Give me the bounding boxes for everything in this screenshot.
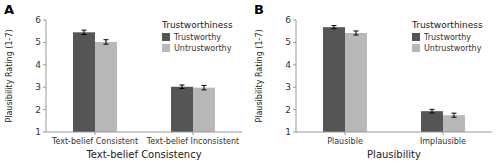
y-tick-label: 3 [285, 82, 291, 92]
panel: 1 2 3 4 5 6 Plausible Implausible Plausibility Pl… [254, 2, 492, 160]
y-tick-label: 3 [35, 82, 41, 92]
legend-swatch [162, 33, 170, 41]
x-axis [46, 132, 242, 133]
x-tick [193, 132, 194, 135]
y-tick-label: 4 [285, 60, 291, 70]
legend: Trustworthiness Trustworthy Untrustworthy [161, 20, 233, 53]
chart: 1 2 3 4 5 6 Text-belief Consistent Text-belief … [0, 0, 500, 166]
x-tick-label: Plausible [327, 137, 363, 146]
y-tick-label: 1 [285, 127, 291, 137]
panel: 1 2 3 4 5 6 Text-belief Consistent Text-belief … [4, 2, 242, 160]
legend-label: Untrustworthy [424, 44, 482, 53]
y-tick-label: 2 [35, 105, 41, 115]
bar [193, 88, 215, 132]
error-bar [332, 26, 337, 29]
x-tick [443, 132, 444, 135]
x-axis [296, 132, 492, 133]
bar [95, 42, 117, 132]
y-axis [46, 20, 47, 132]
panel-label: B [254, 2, 264, 17]
legend: Trustworthiness Trustworthy Untrustworthy [411, 20, 483, 53]
legend-swatch [412, 44, 420, 52]
x-tick-label: Text-belief Consistent [51, 137, 138, 146]
bar [73, 32, 95, 132]
error-bar [202, 85, 207, 89]
y-tick-label: 4 [35, 60, 41, 70]
legend-swatch [162, 44, 170, 52]
y-axis [296, 20, 297, 132]
y-tick-label: 2 [285, 105, 291, 115]
y-tick-label: 6 [285, 15, 291, 25]
error-bar [180, 85, 185, 89]
error-bar [82, 30, 87, 34]
bar [323, 27, 345, 132]
error-bar [430, 109, 435, 113]
error-bar [452, 113, 457, 117]
y-axis-label: Plausibility Rating (1-7) [255, 29, 264, 122]
error-bar [354, 31, 359, 35]
x-axis-label: Plausibility [367, 149, 421, 160]
legend-title: Trustworthiness [411, 20, 483, 30]
panel-label: A [4, 2, 14, 17]
legend-swatch [412, 33, 420, 41]
legend-label: Trustworthy [173, 33, 221, 42]
y-tick-label: 1 [35, 127, 41, 137]
bar [171, 87, 193, 132]
error-bar [104, 40, 109, 44]
y-tick-label: 5 [35, 37, 41, 47]
y-axis-label: Plausibility Rating (1-7) [5, 29, 14, 122]
x-tick [95, 132, 96, 135]
x-axis-label: Text-belief Consistency [85, 149, 201, 160]
bar [345, 33, 367, 132]
legend-title: Trustworthiness [161, 20, 233, 30]
x-tick-label: Implausible [420, 137, 466, 146]
legend-label: Trustworthy [423, 33, 471, 42]
x-tick-label: Text-belief Inconsistent [146, 137, 239, 146]
bar [421, 111, 443, 132]
x-tick [345, 132, 346, 135]
y-tick-label: 6 [35, 15, 41, 25]
y-tick-label: 5 [285, 37, 291, 47]
legend-label: Untrustworthy [174, 44, 232, 53]
bar [443, 115, 465, 132]
